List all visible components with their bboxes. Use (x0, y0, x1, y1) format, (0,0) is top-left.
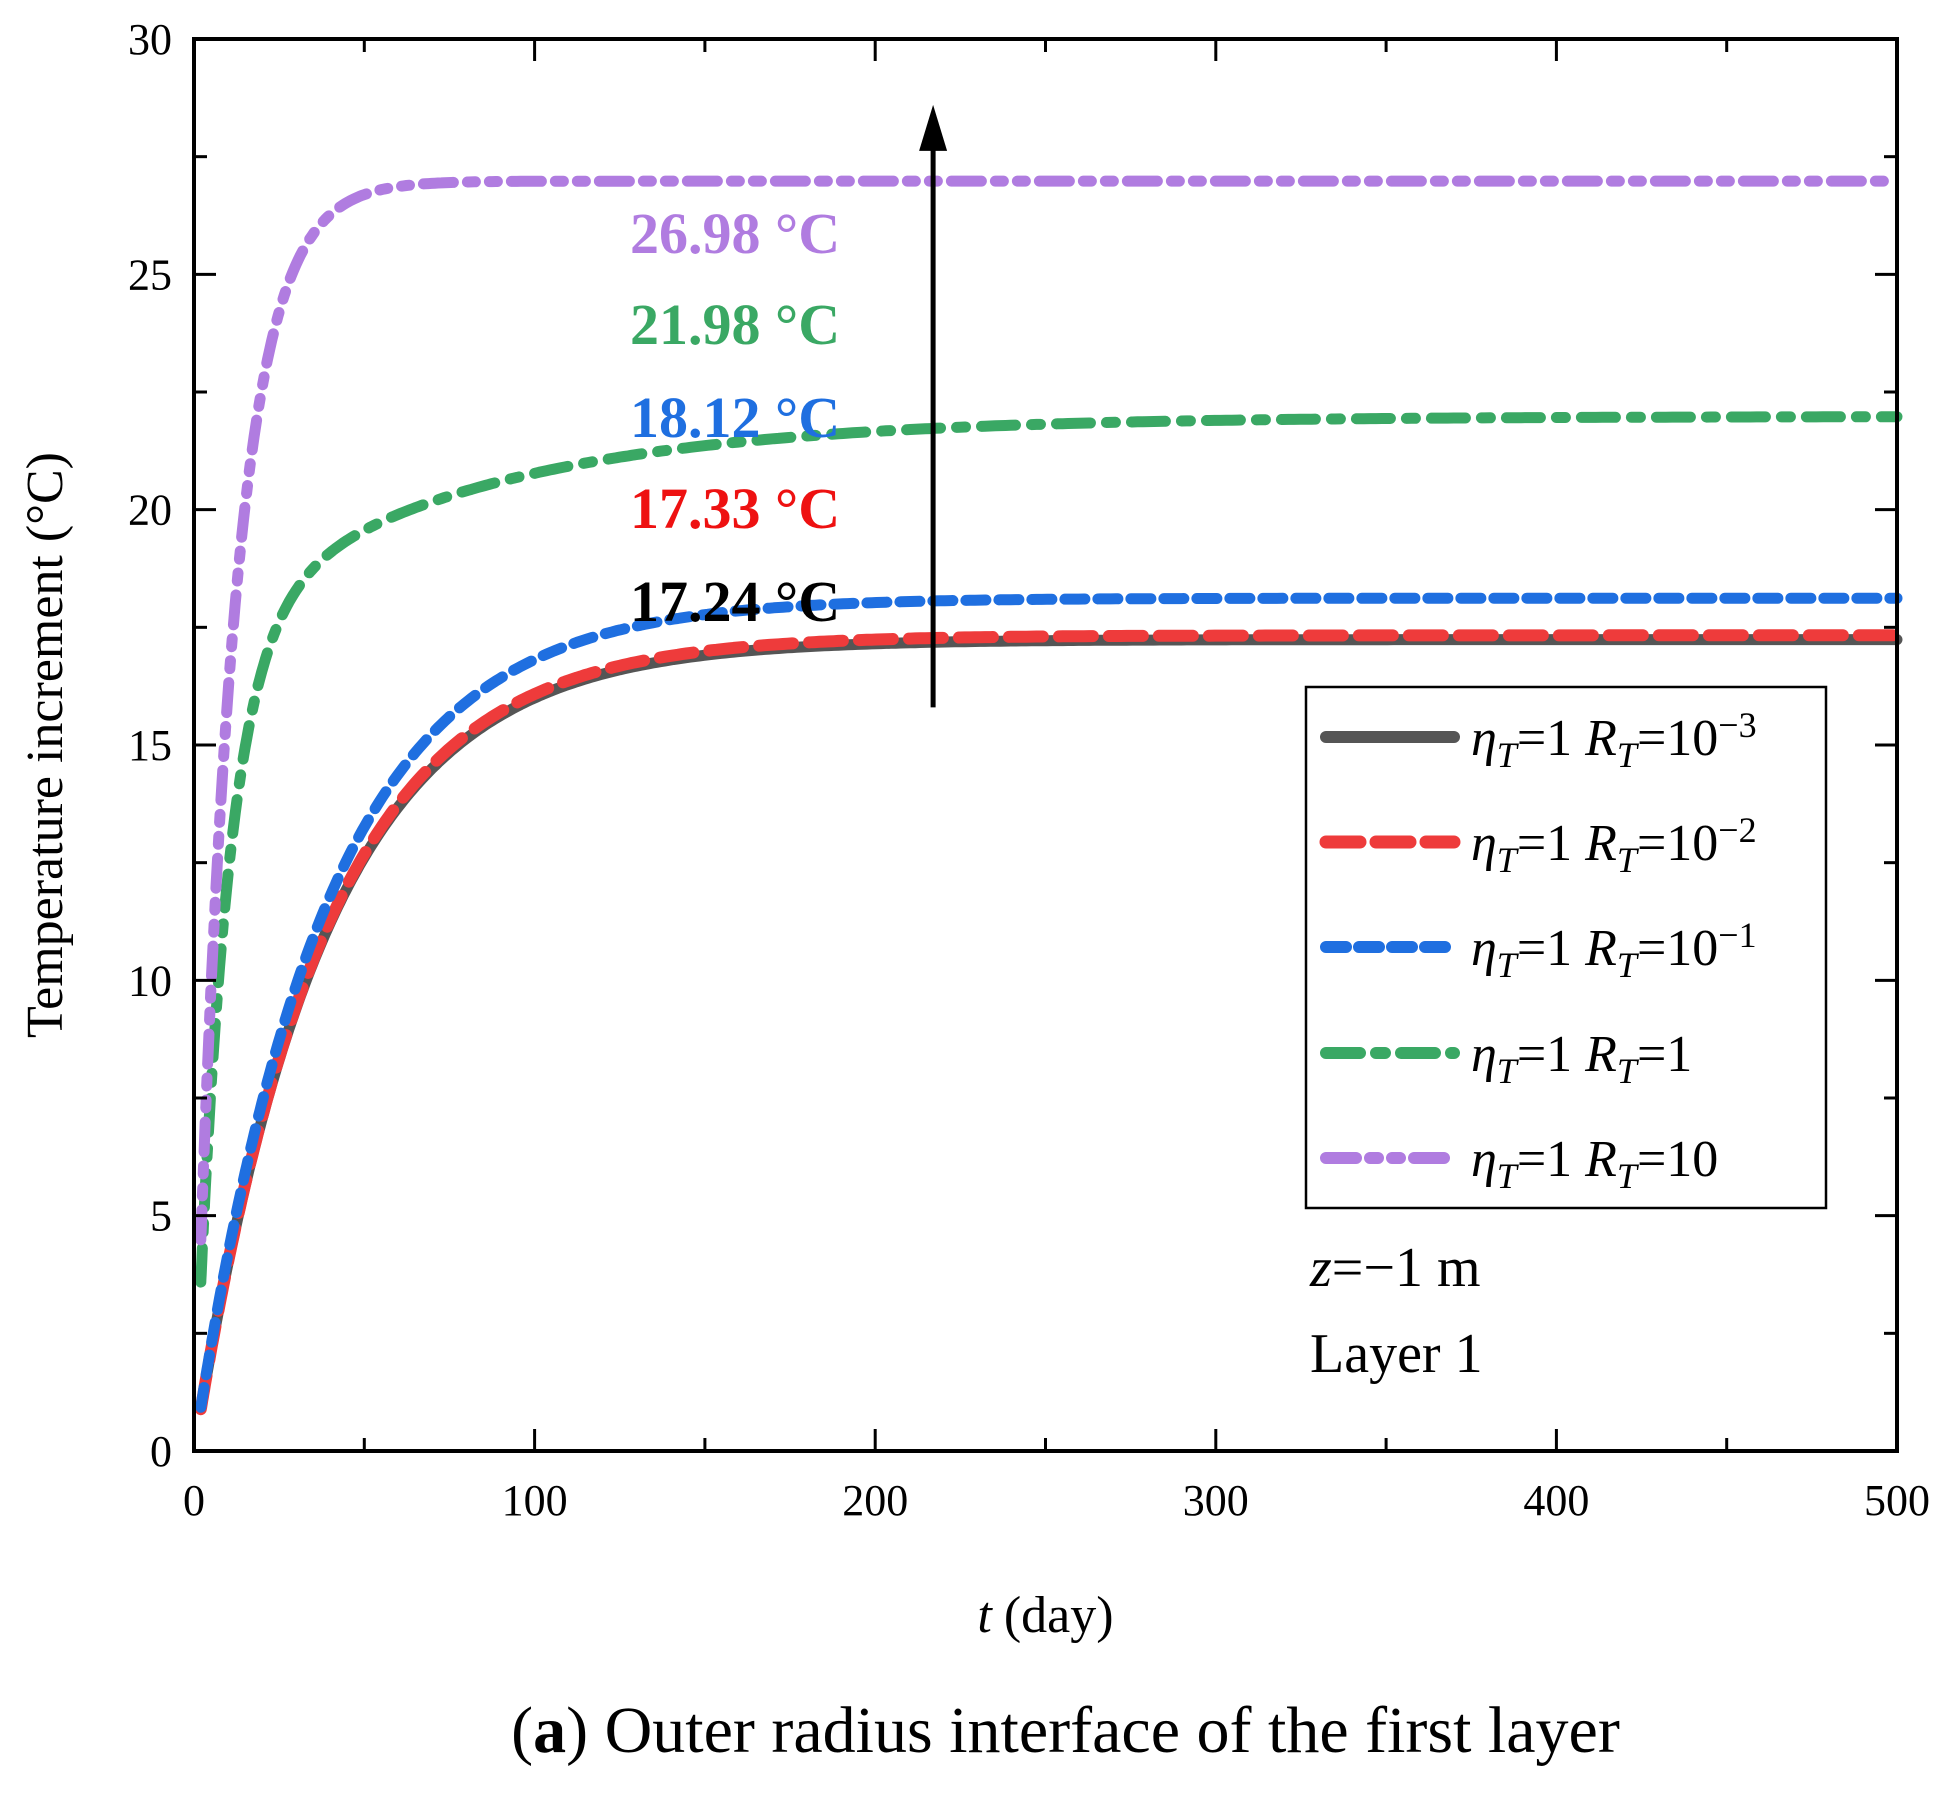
y-tick-label: 10 (128, 956, 172, 1005)
caption-label: a (533, 1694, 566, 1767)
depth-symbol: z (1309, 1237, 1332, 1299)
x-axis-unit: (day) (1004, 1587, 1114, 1644)
series-line-3 (195, 592, 1903, 1413)
x-axis-title: t (day) (977, 1587, 1113, 1644)
legend-label: ηT=1 RT=10−2 (1471, 810, 1757, 880)
steady-value-label: 17.33 °C (630, 476, 840, 541)
trend-arrow (919, 104, 948, 708)
depth-note: z=−1 m (1309, 1237, 1481, 1299)
annotations: 26.98 °C 21.98 °C 18.12 °C 17.33 °C 17.24 °C (630, 201, 840, 634)
legend-label: ηT=1 RT=1 (1471, 1026, 1692, 1091)
legend: ηT=1 RT=10−3 ηT=1 RT=10−2 ηT=1 RT=10−1 ηT=1… (1304, 685, 1828, 1210)
steady-value-label: 26.98 °C (630, 201, 840, 266)
x-axis-symbol: t (977, 1587, 993, 1644)
x-tick-label: 400 (1523, 1476, 1589, 1525)
y-tick-label: 20 (128, 486, 172, 535)
series-layer (194, 175, 1903, 1416)
axis-ticks: 0 100 200 300 400 500 0 5 10 15 20 25 30 (128, 15, 1930, 1525)
x-tick-label: 0 (183, 1476, 205, 1525)
x-tick-label: 100 (502, 1476, 568, 1525)
figure-caption: (a) Outer radius interface of the first … (511, 1694, 1620, 1767)
y-tick-label: 25 (128, 250, 172, 299)
x-tick-label: 200 (842, 1476, 908, 1525)
steady-value-label: 17.24 °C (630, 569, 840, 634)
y-tick-label: 0 (150, 1427, 172, 1476)
caption-open-paren: ( (511, 1694, 533, 1767)
caption-text: Outer radius interface of the first laye… (605, 1694, 1620, 1767)
x-tick-label: 300 (1183, 1476, 1249, 1525)
legend-label: ηT=1 RT=10−1 (1471, 915, 1757, 985)
x-tick-label: 500 (1864, 1476, 1930, 1525)
layer-note: Layer 1 (1310, 1323, 1483, 1385)
y-tick-label: 30 (128, 15, 172, 64)
y-tick-label: 5 (150, 1192, 172, 1241)
steady-value-label: 21.98 °C (630, 292, 840, 357)
series-line-4 (195, 411, 1903, 1288)
legend-label: ηT=1 RT=10 (1471, 1131, 1718, 1196)
y-tick-label: 15 (128, 721, 172, 770)
caption-close-paren: ) (566, 1694, 604, 1767)
legend-label: ηT=1 RT=10−3 (1471, 705, 1757, 775)
series-line-2 (194, 629, 1903, 1416)
steady-value-label: 18.12 °C (630, 385, 840, 450)
y-axis-title: Temperature increment (°C) (17, 452, 74, 1038)
depth-value: =−1 m (1332, 1237, 1481, 1299)
series-line-5 (195, 175, 1903, 1246)
arrow-head (919, 104, 948, 151)
